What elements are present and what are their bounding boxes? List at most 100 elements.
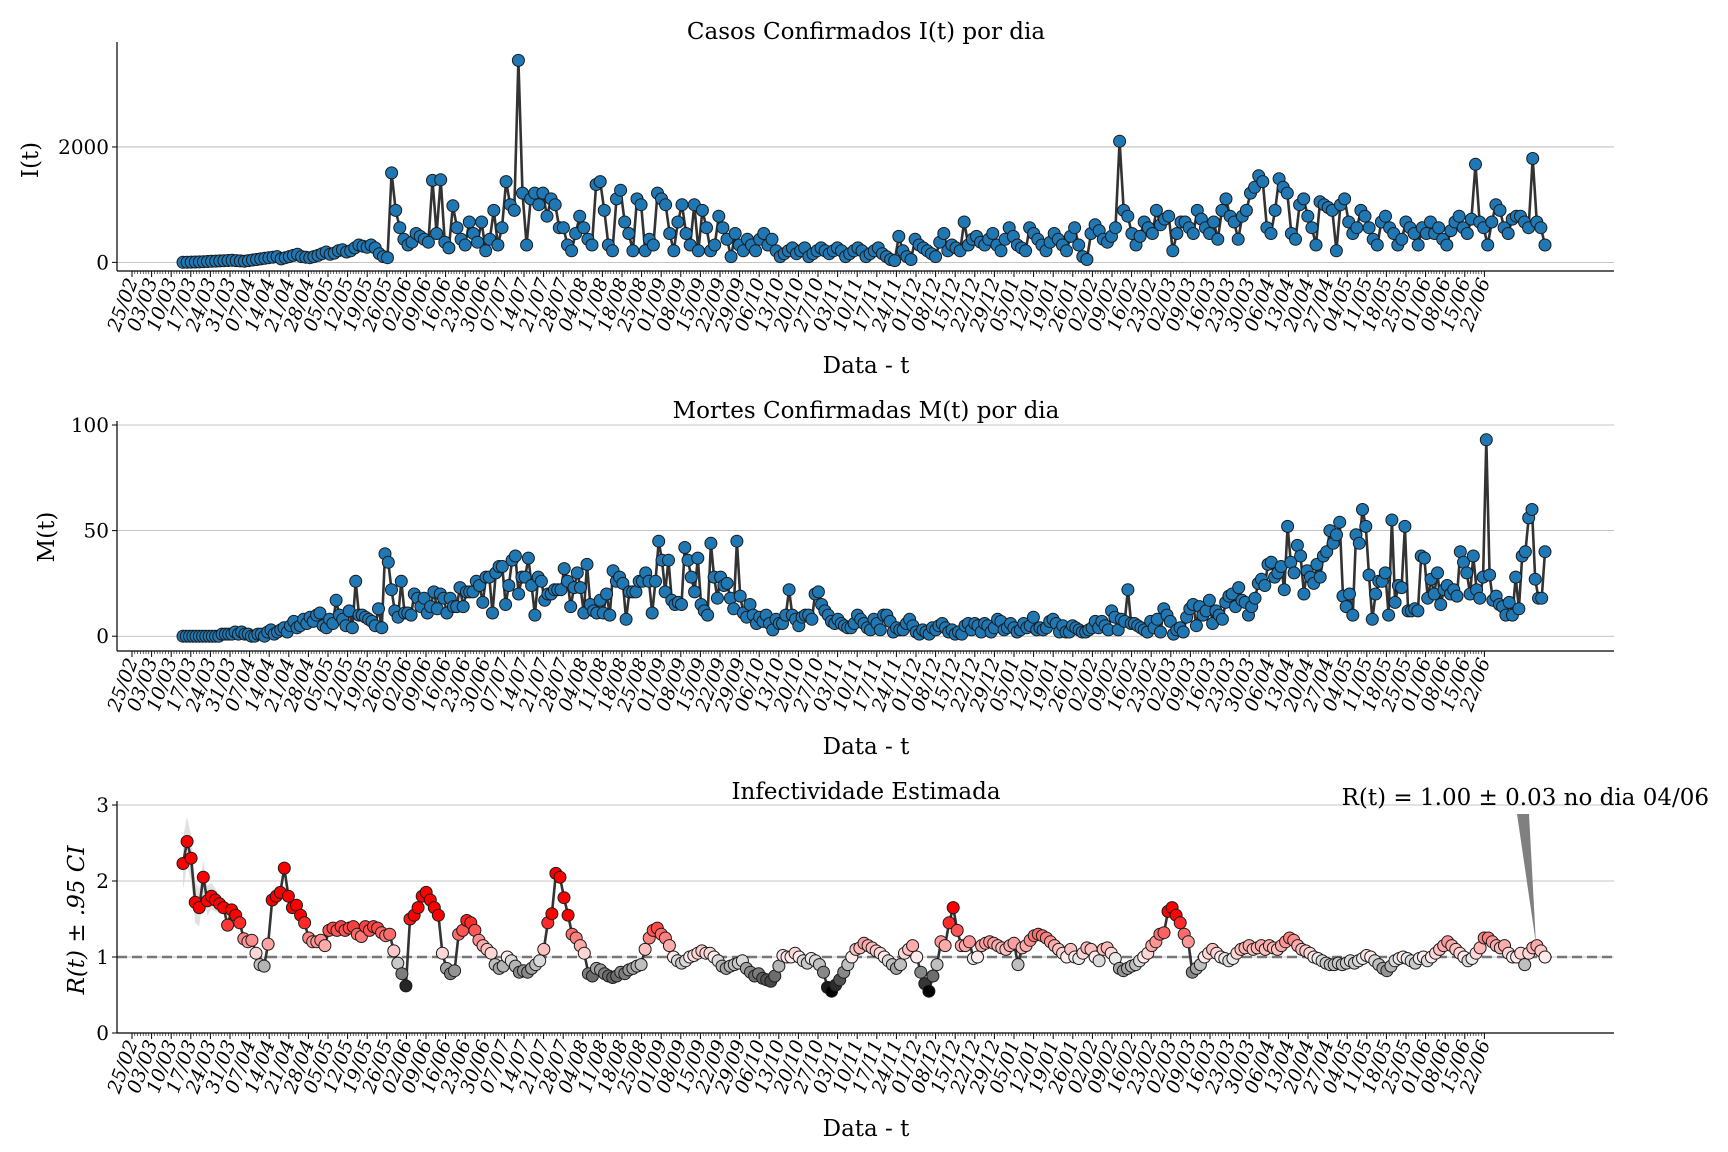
data-point <box>577 946 591 960</box>
data-point <box>634 198 648 212</box>
data-point <box>1452 209 1466 223</box>
data-point <box>487 203 501 217</box>
data-point <box>618 215 632 229</box>
data-point <box>1080 253 1094 266</box>
data-point <box>421 235 435 249</box>
y-axis-label-deaths: M(t) <box>34 512 60 563</box>
data-point <box>733 589 747 603</box>
data-point <box>456 600 470 614</box>
data-point <box>1231 232 1245 246</box>
data-point <box>458 238 472 252</box>
y-tick-label: 1 <box>96 945 109 969</box>
x-axis-label-deaths: Data - t <box>823 734 911 760</box>
data-point <box>1525 503 1539 516</box>
data-point <box>1305 221 1319 235</box>
chart-title-deaths: Mortes Confirmadas M(t) por dia <box>673 398 1060 424</box>
chart-title-rt: Infectividade Estimada <box>731 779 1000 805</box>
data-point <box>1343 587 1356 601</box>
data-point <box>196 870 210 884</box>
data-point <box>1382 608 1396 622</box>
data-point <box>929 250 943 264</box>
data-point <box>922 984 936 998</box>
data-point <box>508 549 522 563</box>
data-point <box>600 587 614 601</box>
data-point <box>1481 238 1495 252</box>
data-point <box>1162 209 1176 223</box>
data-point <box>1163 614 1177 628</box>
data-point <box>684 570 698 584</box>
data-point <box>476 595 490 609</box>
data-point <box>381 251 394 265</box>
data-point <box>399 979 413 993</box>
data-point <box>1450 589 1464 603</box>
data-point <box>700 221 713 235</box>
data-point <box>894 958 907 972</box>
data-point <box>1189 619 1203 633</box>
data-point <box>1068 221 1082 235</box>
data-point <box>540 209 554 223</box>
data-point <box>1149 203 1163 217</box>
data-point <box>1256 175 1270 189</box>
gridlines-rt <box>117 804 1614 1034</box>
data-point <box>1258 579 1272 592</box>
data-point <box>1011 958 1025 972</box>
data-point <box>431 908 445 922</box>
data-point <box>475 215 489 229</box>
data-point <box>411 901 425 915</box>
data-point <box>1469 157 1482 171</box>
data-point <box>233 916 247 930</box>
data-point <box>1026 610 1040 624</box>
data-point <box>962 935 976 949</box>
data-point <box>495 221 509 235</box>
data-point <box>1170 227 1184 240</box>
data-point <box>1287 566 1301 580</box>
y-axis-label-cases: I(t) <box>18 142 44 178</box>
data-point <box>553 870 567 884</box>
data-point <box>512 587 526 601</box>
data-point <box>1432 221 1446 235</box>
annotation-arrow <box>1517 814 1536 944</box>
data-point <box>385 166 399 180</box>
y-tick-label: 0 <box>96 624 109 648</box>
y-ticks-cases: 0 2000 <box>58 135 117 274</box>
data-point <box>1157 926 1171 940</box>
data-point <box>1440 238 1454 252</box>
data-point <box>724 250 738 264</box>
series-line <box>182 60 1547 264</box>
data-point <box>537 942 551 956</box>
x-ticks-deaths: 25/0203/0310/0317/0324/0331/0307/0414/04… <box>103 651 1495 715</box>
data-point <box>1113 134 1127 148</box>
data-point <box>662 553 675 567</box>
y-tick-label: 3 <box>96 793 109 817</box>
data-point <box>971 950 984 964</box>
data-point <box>1248 591 1262 605</box>
data-point <box>1362 568 1376 582</box>
x-axis-label-rt: Data - t <box>823 1116 911 1142</box>
data-point <box>1333 515 1347 529</box>
data-point <box>1535 591 1549 605</box>
data-point <box>1329 244 1343 258</box>
data-point <box>1502 595 1516 609</box>
data-point <box>577 221 591 235</box>
data-point <box>180 835 194 848</box>
data-point <box>619 612 633 626</box>
data-point <box>394 574 408 588</box>
data-point <box>507 203 521 217</box>
data-point <box>906 939 920 953</box>
data-point <box>1350 221 1364 235</box>
data-point <box>1378 566 1392 580</box>
data-point <box>1369 587 1383 601</box>
data-point <box>1479 433 1493 447</box>
data-point <box>1388 595 1402 609</box>
data-point <box>1277 583 1291 597</box>
data-point <box>574 581 587 595</box>
panel-deaths: Mortes Confirmadas M(t) por dia M(t) Dat… <box>34 398 1614 760</box>
data-point <box>313 606 327 620</box>
data-point <box>708 238 722 252</box>
series-rt <box>176 835 1552 998</box>
data-point <box>679 227 693 240</box>
data-point <box>1145 227 1159 240</box>
data-point <box>675 598 688 611</box>
data-point <box>221 918 235 932</box>
data-point <box>782 583 796 597</box>
